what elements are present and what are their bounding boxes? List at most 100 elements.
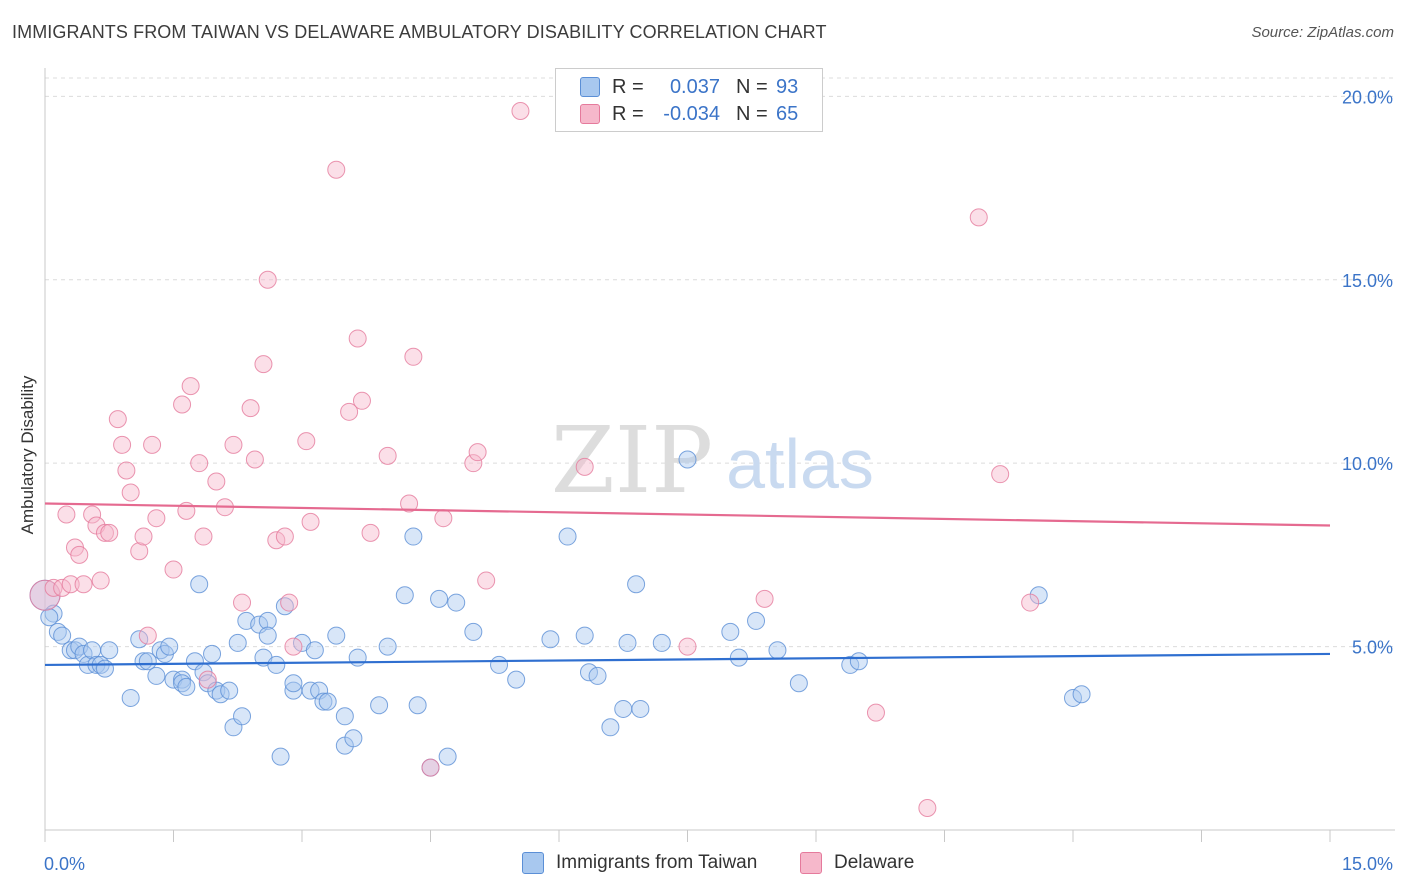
data-point bbox=[83, 505, 102, 524]
data-point bbox=[344, 729, 363, 748]
data-point bbox=[53, 626, 72, 645]
data-point bbox=[280, 593, 299, 612]
x-tick-labels: 0.0% 15.0% bbox=[44, 854, 1393, 874]
data-point bbox=[108, 410, 127, 429]
x-tick-label: 15.0% bbox=[1342, 854, 1393, 874]
data-point bbox=[134, 652, 153, 671]
data-point bbox=[340, 402, 359, 421]
data-point bbox=[507, 670, 526, 689]
data-point bbox=[138, 626, 157, 645]
data-point bbox=[447, 593, 466, 612]
data-point bbox=[305, 641, 324, 660]
legend-swatch-pink bbox=[800, 852, 822, 874]
data-point bbox=[348, 648, 367, 667]
data-point bbox=[348, 329, 367, 348]
data-point bbox=[147, 666, 166, 685]
data-point bbox=[190, 454, 209, 473]
data-point bbox=[233, 707, 252, 726]
data-point bbox=[74, 575, 93, 594]
data-point bbox=[198, 670, 217, 689]
data-point bbox=[866, 703, 885, 722]
data-point bbox=[404, 347, 423, 366]
data-point bbox=[220, 681, 239, 700]
data-point bbox=[468, 443, 487, 462]
data-point bbox=[297, 432, 316, 451]
data-point bbox=[271, 747, 290, 766]
legend-row-taiwan: R = 0.037 N = 93 bbox=[580, 75, 798, 99]
data-point bbox=[627, 575, 646, 594]
data-point bbox=[575, 626, 594, 645]
data-point bbox=[29, 579, 61, 611]
data-point bbox=[91, 571, 110, 590]
legend-swatch-blue bbox=[522, 852, 544, 874]
data-point bbox=[849, 652, 868, 671]
data-point bbox=[575, 457, 594, 476]
data-point bbox=[284, 637, 303, 656]
watermark-atlas: atlas bbox=[726, 425, 874, 503]
legend-label-taiwan: Immigrants from Taiwan bbox=[556, 852, 758, 873]
legend-item-taiwan[interactable]: Immigrants from Taiwan bbox=[522, 852, 757, 874]
data-point bbox=[134, 527, 153, 546]
data-point bbox=[747, 611, 766, 630]
data-point bbox=[121, 483, 140, 502]
data-point bbox=[378, 446, 397, 465]
data-point bbox=[541, 630, 560, 649]
legend-n-label: N = bbox=[736, 102, 768, 125]
data-point bbox=[404, 527, 423, 546]
data-point bbox=[438, 747, 457, 766]
data-point bbox=[352, 391, 371, 410]
data-point bbox=[258, 270, 277, 289]
data-point bbox=[258, 611, 277, 630]
data-point bbox=[755, 589, 774, 608]
data-point bbox=[400, 494, 419, 513]
data-point bbox=[918, 798, 937, 817]
series-delaware-points bbox=[29, 102, 1040, 817]
data-point bbox=[207, 472, 226, 491]
legend-n-value: 93 bbox=[776, 75, 799, 98]
data-point bbox=[327, 626, 346, 645]
data-point bbox=[618, 633, 637, 652]
data-point bbox=[241, 399, 260, 418]
data-point bbox=[490, 655, 509, 674]
data-point bbox=[991, 465, 1010, 484]
data-point bbox=[258, 626, 277, 645]
data-point bbox=[421, 758, 440, 777]
data-point bbox=[327, 160, 346, 179]
data-point bbox=[228, 633, 247, 652]
data-point bbox=[678, 450, 697, 469]
data-point bbox=[275, 527, 294, 546]
data-point bbox=[1072, 685, 1091, 704]
y-tick-label: 15.0% bbox=[1342, 271, 1393, 291]
data-point bbox=[95, 659, 114, 678]
data-point bbox=[721, 622, 740, 641]
legend-row-delaware: R = -0.034 N = 65 bbox=[580, 102, 798, 126]
data-point bbox=[558, 527, 577, 546]
data-point bbox=[117, 461, 136, 480]
data-point bbox=[408, 696, 427, 715]
data-point bbox=[464, 622, 483, 641]
data-point bbox=[841, 655, 860, 674]
legend-swatch-blue bbox=[580, 77, 600, 97]
data-point bbox=[53, 578, 72, 597]
legend-r-label: R = bbox=[612, 102, 644, 125]
data-point bbox=[70, 545, 89, 564]
y-tick-label: 10.0% bbox=[1342, 454, 1393, 474]
y-tick-labels: 5.0% 10.0% 15.0% 20.0% bbox=[1342, 87, 1393, 657]
data-point bbox=[1021, 593, 1040, 612]
data-point bbox=[314, 692, 333, 711]
trend-line-delaware bbox=[44, 502, 1331, 527]
legend-n-value: 65 bbox=[776, 102, 799, 125]
data-point bbox=[177, 677, 196, 696]
data-point bbox=[147, 509, 166, 528]
legend-r-label: R = bbox=[612, 75, 644, 98]
data-point bbox=[789, 674, 808, 693]
data-point bbox=[511, 102, 530, 121]
data-point bbox=[652, 633, 671, 652]
watermark: ZIP atlas bbox=[551, 407, 874, 514]
data-point bbox=[768, 641, 787, 660]
y-tick-label: 5.0% bbox=[1352, 638, 1393, 658]
data-point bbox=[284, 674, 303, 693]
trend-line-taiwan bbox=[44, 652, 1331, 667]
legend-item-delaware[interactable]: Delaware bbox=[800, 852, 914, 874]
data-point bbox=[40, 608, 59, 627]
